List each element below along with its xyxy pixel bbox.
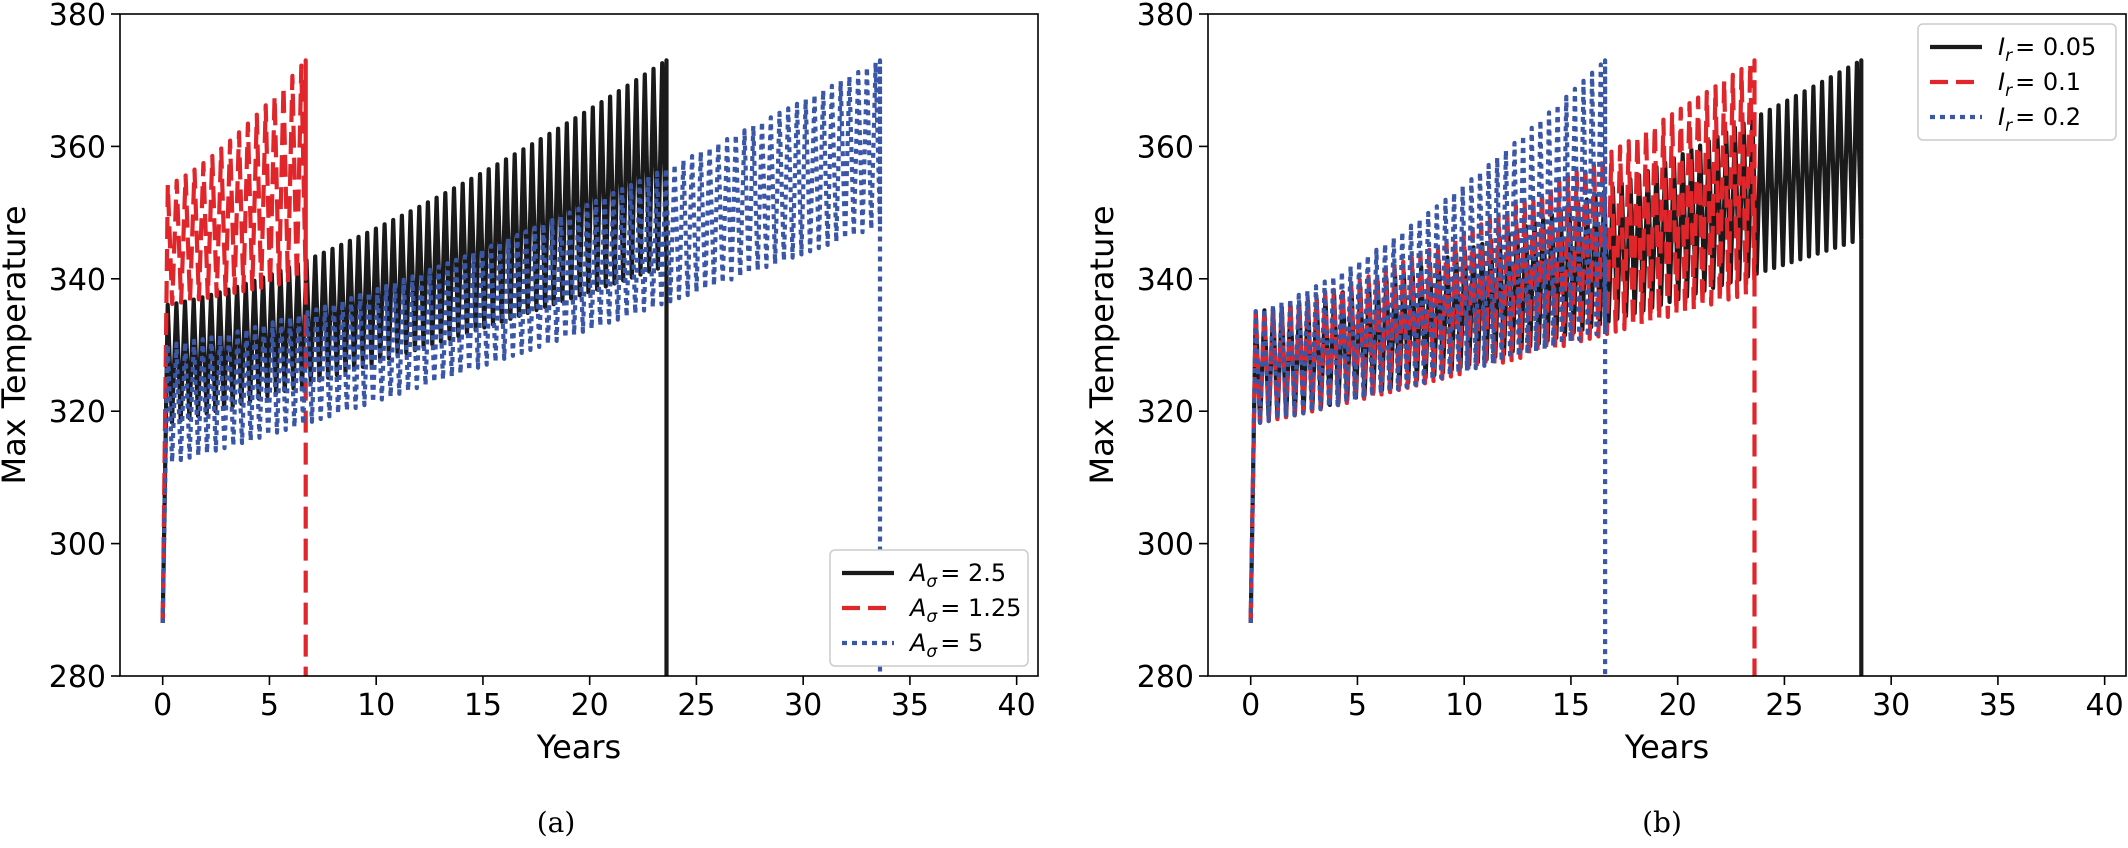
x-axis-label: Years (1624, 728, 1709, 766)
x-tick-label: 35 (891, 688, 929, 723)
y-tick-label: 320 (49, 395, 106, 430)
legend-entry-2: Ir = 0.2 (1998, 103, 2081, 136)
chart-panel-b: 0 5 10 15 20 25 30 35 40 280 300 320 340 360 380 Years M… (1083, 0, 2127, 839)
legend-box (1917, 23, 2117, 141)
x-tick-label: 0 (1241, 688, 1260, 723)
legend-subscript: σ (926, 572, 938, 592)
legend-symbol: I (1998, 68, 2005, 96)
x-tick-label: 20 (571, 688, 609, 723)
series-group (1248, 58, 1864, 676)
x-tick-label: 25 (677, 688, 715, 723)
x-tick-label: 15 (464, 688, 502, 723)
series-line-1 (1248, 58, 1757, 676)
legend-value: = 0.05 (2015, 33, 2096, 61)
legend-value: = 0.2 (2015, 103, 2081, 131)
y-tick-label: 380 (49, 0, 106, 33)
y-tick-label: 320 (1137, 395, 1194, 430)
legend-value: = 0.1 (2015, 68, 2081, 96)
legend-symbol: I (1998, 33, 2005, 61)
y-axis-label: Max Temperature (1083, 205, 1121, 484)
legend-subscript: σ (926, 607, 938, 627)
legend-symbol: A (908, 559, 926, 587)
x-axis-label: Years (536, 728, 621, 766)
y-tick-label: 300 (1137, 528, 1194, 563)
legend-box (829, 549, 1029, 667)
legend-value: = 2.5 (940, 559, 1006, 587)
y-tick-label: 360 (1137, 130, 1194, 165)
legend-entry-1: Aσ = 1.25 (908, 594, 1021, 627)
x-tick-label: 15 (1552, 688, 1590, 723)
series-group (160, 58, 883, 676)
legend-entry-2: Aσ = 5 (908, 629, 983, 662)
x-tick-label: 10 (357, 688, 395, 723)
legend-symbol: I (1998, 103, 2005, 131)
panel-caption: (b) (1642, 806, 1682, 839)
legend-subscript: r (2005, 81, 2013, 101)
x-tick-label: 40 (2086, 688, 2124, 723)
y-tick-label: 380 (1137, 0, 1194, 33)
legend-value: = 1.25 (940, 594, 1021, 622)
y-tick-label: 300 (49, 528, 106, 563)
legend-symbol: A (908, 594, 926, 622)
x-tick-label: 0 (153, 688, 172, 723)
legend-subscript: r (2005, 116, 2013, 136)
series-line-1 (160, 58, 308, 676)
legend-entry-0: Aσ = 2.5 (908, 559, 1006, 592)
y-tick-label: 340 (1137, 263, 1194, 298)
chart-panel-a: 0 5 10 15 20 25 30 35 40 280 300 320 340 360 380 Years M… (0, 0, 1039, 839)
legend-subscript: r (2005, 46, 2013, 66)
x-tick-label: 5 (260, 688, 279, 723)
x-tick-label: 5 (1348, 688, 1367, 723)
x-tick-label: 30 (784, 688, 822, 723)
y-tick-label: 360 (49, 130, 106, 165)
y-tick-label: 340 (49, 263, 106, 298)
legend-subscript: σ (926, 642, 938, 662)
x-tick-label: 25 (1765, 688, 1803, 723)
legend-symbol: A (908, 629, 926, 657)
y-tick-label: 280 (49, 660, 106, 695)
y-axis-label: Max Temperature (0, 205, 33, 484)
x-tick-label: 10 (1445, 688, 1483, 723)
series-line-0 (1248, 58, 1864, 676)
legend-value: = 5 (940, 629, 983, 657)
series-line-2 (160, 58, 883, 676)
plot-frame (1207, 13, 2127, 677)
x-tick-label: 30 (1872, 688, 1910, 723)
legend-entry-1: Ir = 0.1 (1998, 68, 2081, 101)
x-tick-label: 40 (998, 688, 1036, 723)
x-tick-label: 20 (1659, 688, 1697, 723)
panel-caption: (a) (537, 806, 576, 839)
y-tick-label: 280 (1137, 660, 1194, 695)
legend-entry-0: Ir = 0.05 (1998, 33, 2096, 66)
x-tick-label: 35 (1979, 688, 2017, 723)
series-line-2 (1248, 58, 1608, 676)
plot-frame (119, 13, 1039, 677)
